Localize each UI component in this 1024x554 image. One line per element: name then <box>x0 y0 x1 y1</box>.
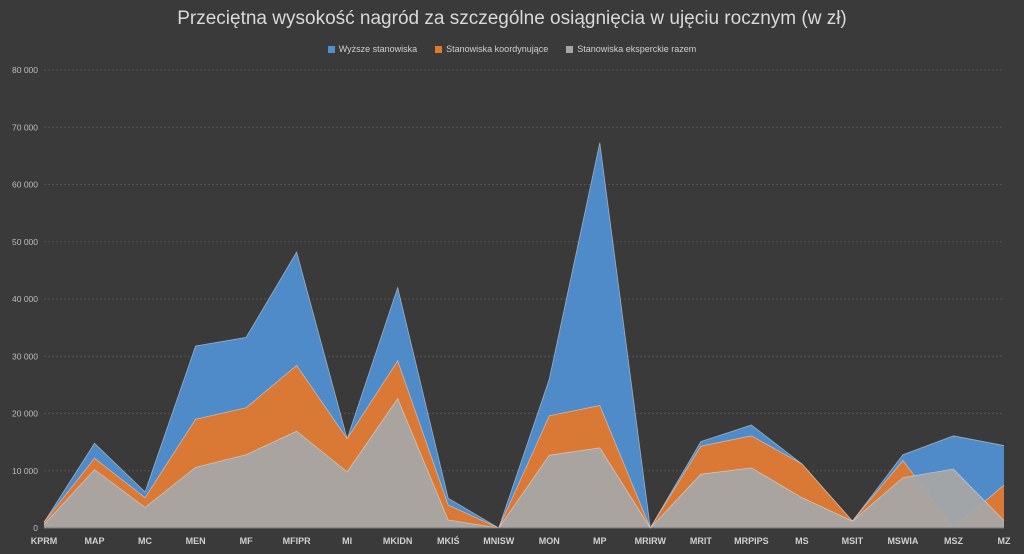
legend-swatch-eksperckie <box>566 45 574 53</box>
x-tick-label: MRPIPS <box>734 536 769 546</box>
x-tick-label: MKIŚ <box>437 535 460 546</box>
x-tick-label: MI <box>342 536 352 546</box>
legend-swatch-wyzsze <box>327 45 335 53</box>
y-tick-label: 10 000 <box>12 466 38 476</box>
x-tick-label: MS <box>795 536 809 546</box>
area-series-2 <box>44 398 1004 528</box>
x-tick-label: MKIDN <box>383 536 413 546</box>
y-tick-label: 70 000 <box>12 122 38 132</box>
legend-item-eksperckie: Stanowiska eksperckie razem <box>566 44 696 54</box>
y-tick-label: 50 000 <box>12 237 38 247</box>
y-tick-label: 80 000 <box>12 65 38 75</box>
legend-item-koordynujace: Stanowiska koordynujące <box>435 44 548 54</box>
x-tick-label: MRIRW <box>635 536 667 546</box>
line-series-2 <box>43 397 1005 529</box>
x-tick-label: MAP <box>85 536 105 546</box>
x-tick-label: MEN <box>186 536 206 546</box>
x-tick-label: KPRM <box>31 536 58 546</box>
legend-label-eksperckie: Stanowiska eksperckie razem <box>577 44 697 54</box>
x-tick-label: MSWIA <box>887 536 918 546</box>
legend-swatch-koordynujace <box>435 45 443 53</box>
line-series-1 <box>43 359 1005 529</box>
legend-label-wyzsze: Wyższe stanowiska <box>338 44 418 54</box>
x-tick-label: MP <box>593 536 607 546</box>
x-tick-label: MRIT <box>690 536 712 546</box>
x-tick-label: MNISW <box>483 536 515 546</box>
y-tick-label: 0 <box>33 523 38 533</box>
x-tick-label: MC <box>138 536 152 546</box>
y-tick-label: 30 000 <box>12 351 38 361</box>
legend: Wyższe stanowiska Stanowiska koordynując… <box>0 44 1024 54</box>
x-tick-label: MON <box>539 536 560 546</box>
x-tick-label: MF <box>240 536 253 546</box>
legend-item-wyzsze: Wyższe stanowiska <box>327 44 418 54</box>
x-tick-label: MSZ <box>944 536 964 546</box>
x-tick-label: MFIPR <box>283 536 311 546</box>
y-tick-label: 60 000 <box>12 180 38 190</box>
x-tick-label: MSIT <box>842 536 864 546</box>
x-tick-label: MZ <box>998 536 1011 546</box>
legend-label-koordynujace: Stanowiska koordynujące <box>446 44 549 54</box>
y-tick-label: 20 000 <box>12 409 38 419</box>
y-tick-label: 40 000 <box>12 294 38 304</box>
chart-title: Przeciętna wysokość nagród za szczególne… <box>177 8 847 29</box>
